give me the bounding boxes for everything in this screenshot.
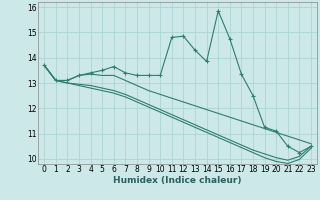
- X-axis label: Humidex (Indice chaleur): Humidex (Indice chaleur): [113, 176, 242, 185]
